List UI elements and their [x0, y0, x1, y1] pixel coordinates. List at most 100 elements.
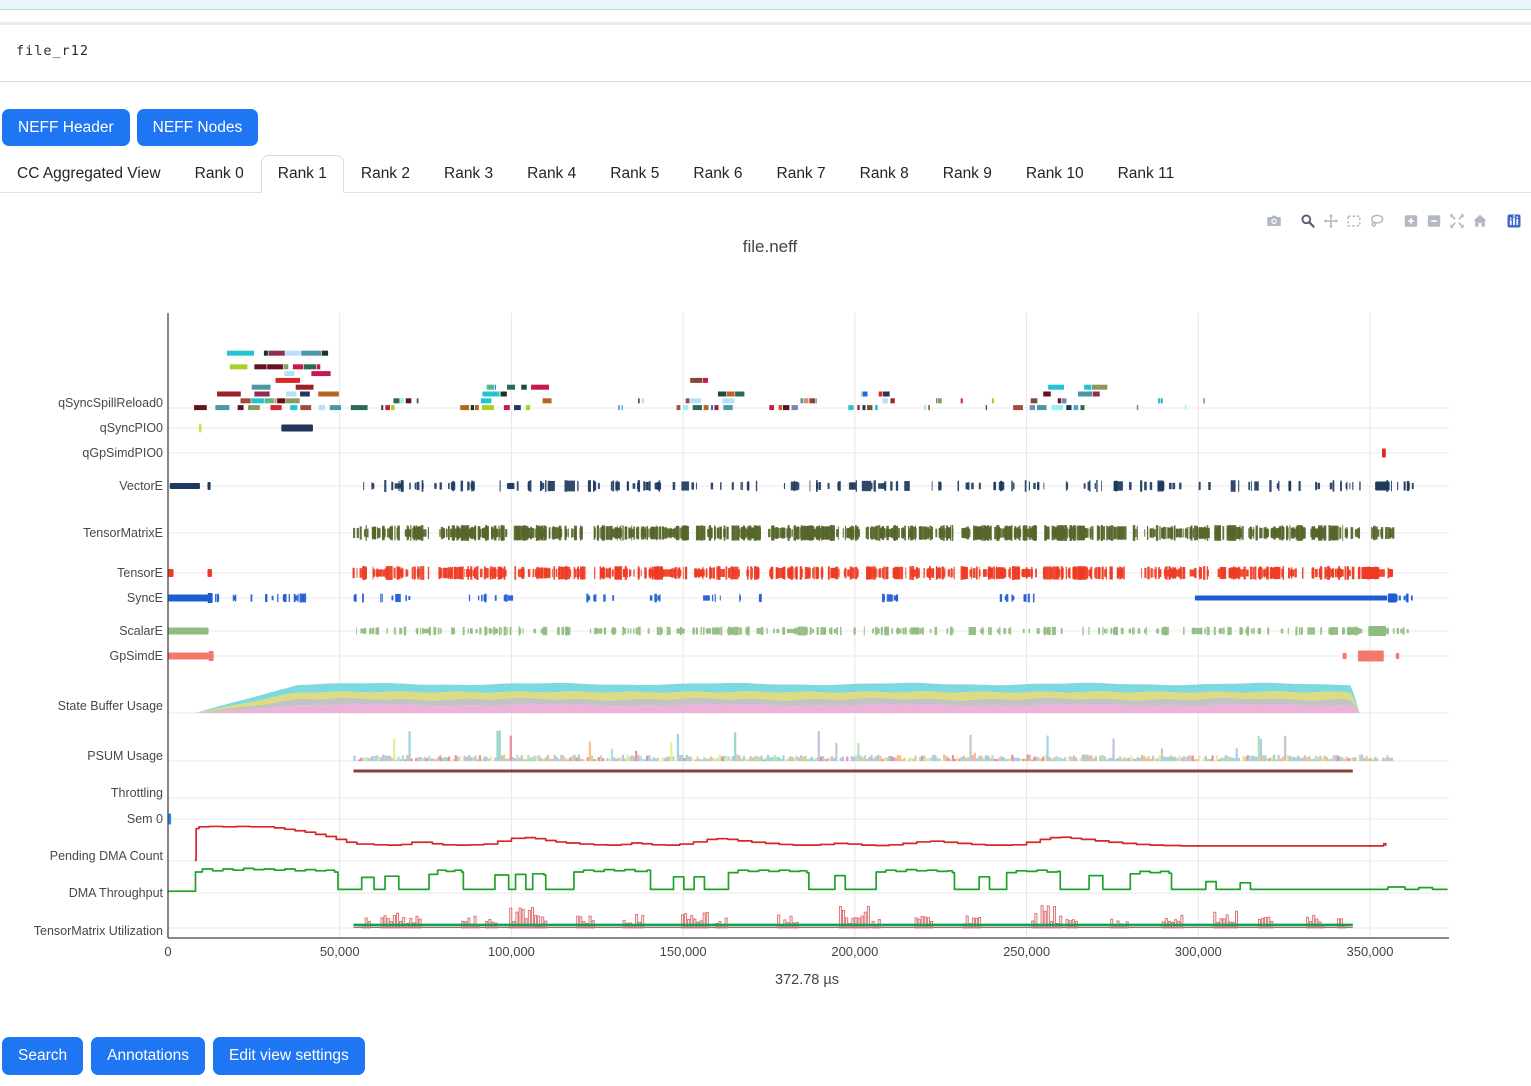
trace-tick [1226, 526, 1228, 541]
psum-spike [747, 759, 750, 762]
psum-spike [1382, 758, 1385, 762]
trace-tick [771, 525, 774, 541]
edit-view-settings-button[interactable]: Edit view settings [213, 1037, 365, 1075]
trace-tick [539, 567, 541, 579]
tab-rank-10[interactable]: Rank 10 [1025, 165, 1084, 183]
trace-tick [1158, 567, 1159, 579]
trace-tick [904, 481, 910, 492]
trace-tick [645, 570, 647, 577]
plot-canvas[interactable]: 0 50,000 100,000 150,000 200,000 250,000 300,0… [0, 193, 1531, 1023]
lasso-select-icon[interactable] [1365, 210, 1388, 231]
tab-rank-2[interactable]: Rank 2 [360, 165, 410, 183]
trace-tick [739, 596, 741, 601]
reset-axes-icon[interactable] [1468, 210, 1491, 231]
util-bar [923, 916, 927, 929]
neff-nodes-button[interactable]: NEFF Nodes [136, 109, 259, 147]
psum-spike [947, 758, 950, 762]
trace-tick [1018, 525, 1021, 541]
tab-rank-1[interactable]: Rank 1 [260, 155, 344, 194]
trace-tick [569, 569, 572, 578]
zoom-in-icon[interactable] [1399, 210, 1422, 231]
psum-spike [500, 755, 504, 762]
trace-tick [1372, 526, 1376, 541]
trace-tick [978, 567, 980, 580]
trace-tick [1198, 482, 1201, 491]
tab-rank-7[interactable]: Rank 7 [776, 165, 826, 183]
modebar-group [1296, 210, 1388, 231]
tab-rank-0[interactable]: Rank 0 [194, 165, 244, 183]
trace-tick [696, 570, 705, 577]
psum-spike [987, 756, 990, 762]
psum-spike [384, 755, 387, 762]
trace-tick [651, 570, 655, 577]
trace-tick [647, 482, 649, 491]
trace-bar [520, 384, 528, 391]
util-bar [680, 914, 684, 929]
plotly-logo-icon[interactable] [1502, 210, 1525, 231]
tab-cc-aggregated-view[interactable]: CC Aggregated View [17, 165, 161, 183]
psum-spike [377, 756, 380, 762]
trace-tick [611, 569, 614, 577]
trace-tick [493, 567, 495, 580]
psum-spike [1114, 759, 1117, 762]
psum-spike [780, 759, 783, 762]
trace-tick [673, 568, 676, 579]
psum-spike [1050, 759, 1054, 762]
trace-tick [741, 527, 743, 540]
tab-rank-9[interactable]: Rank 9 [942, 165, 992, 183]
trace-tick [995, 568, 997, 579]
trace-bar [782, 404, 790, 412]
trace-tick [1189, 527, 1192, 540]
trace-tick [1397, 482, 1399, 491]
psum-spike [1336, 755, 1340, 762]
trace-tick [700, 627, 702, 636]
trace-tick [393, 567, 396, 579]
trace-tick [1008, 628, 1011, 635]
trace-tick [923, 568, 925, 579]
tab-rank-11[interactable]: Rank 11 [1117, 165, 1175, 183]
tab-rank-4[interactable]: Rank 4 [527, 165, 577, 183]
trace-tick [1270, 529, 1272, 538]
psum-spike [1180, 757, 1183, 762]
neff-header-button[interactable]: NEFF Header [2, 109, 130, 147]
zoom-out-icon[interactable] [1422, 210, 1445, 231]
trace-tick [1183, 627, 1185, 636]
psum-spike [456, 757, 460, 762]
trace-tick [708, 525, 712, 542]
psum-spike [364, 757, 367, 762]
trace-tick [1340, 481, 1342, 492]
psum-spike [423, 757, 427, 762]
psum-spike [1284, 736, 1287, 762]
psum-spike [991, 755, 994, 762]
psum-spike [419, 757, 422, 762]
psum-spike [1037, 757, 1040, 762]
box-select-icon[interactable] [1342, 210, 1365, 231]
camera-icon[interactable] [1262, 210, 1285, 231]
trace-tick [427, 567, 430, 580]
trace-tick [821, 526, 824, 541]
trace-tick [796, 526, 799, 540]
tab-rank-6[interactable]: Rank 6 [693, 165, 743, 183]
trace-tick [1295, 526, 1299, 541]
annotations-button[interactable]: Annotations [91, 1037, 205, 1075]
zoom-box-icon[interactable] [1296, 210, 1319, 231]
trace-tick [835, 567, 839, 580]
trace-tick [456, 567, 464, 580]
trace-bar [734, 391, 745, 398]
tab-rank-3[interactable]: Rank 3 [444, 165, 494, 183]
psum-spike [1176, 758, 1179, 762]
tab-rank-8[interactable]: Rank 8 [859, 165, 909, 183]
trace-tick [440, 628, 442, 635]
trace-tick [791, 529, 793, 538]
search-button[interactable]: Search [2, 1037, 84, 1075]
pan-icon[interactable] [1319, 210, 1342, 231]
trace-tick [711, 595, 714, 602]
trace-tick [853, 627, 856, 635]
psum-spike [481, 759, 484, 762]
tab-rank-5[interactable]: Rank 5 [610, 165, 660, 183]
psum-spike [1386, 755, 1389, 762]
psum-spike [1035, 756, 1038, 762]
autoscale-icon[interactable] [1445, 210, 1468, 231]
psum-spike [830, 756, 834, 762]
trace-tick [1227, 627, 1230, 636]
